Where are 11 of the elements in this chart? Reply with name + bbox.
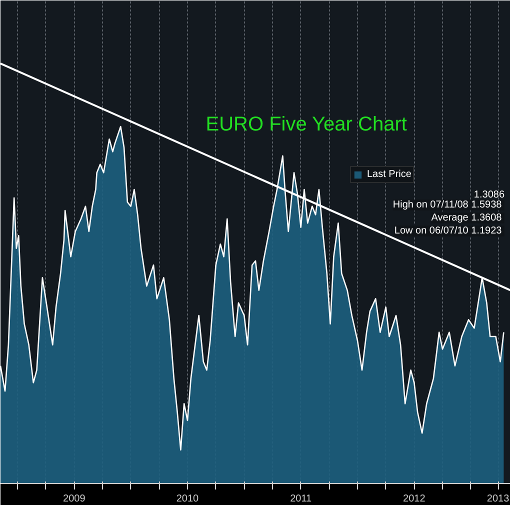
x-tick-label: 2013: [486, 494, 510, 504]
x-tick-label: 2011: [290, 494, 312, 504]
annotation: Low on 06/07/10 1.1923: [394, 226, 502, 236]
annotation: High on 07/11/08 1.5938: [392, 200, 502, 210]
x-tick-label: 2009: [63, 494, 86, 504]
x-tick-label: 2012: [403, 494, 426, 504]
annotation: 1.3086: [474, 190, 505, 200]
text: EURO Five Year Chart: [206, 114, 408, 136]
legend-label: Last Price: [367, 169, 412, 180]
x-tick-label: 2010: [176, 494, 200, 504]
annotation: Average 1.3608: [431, 212, 502, 224]
